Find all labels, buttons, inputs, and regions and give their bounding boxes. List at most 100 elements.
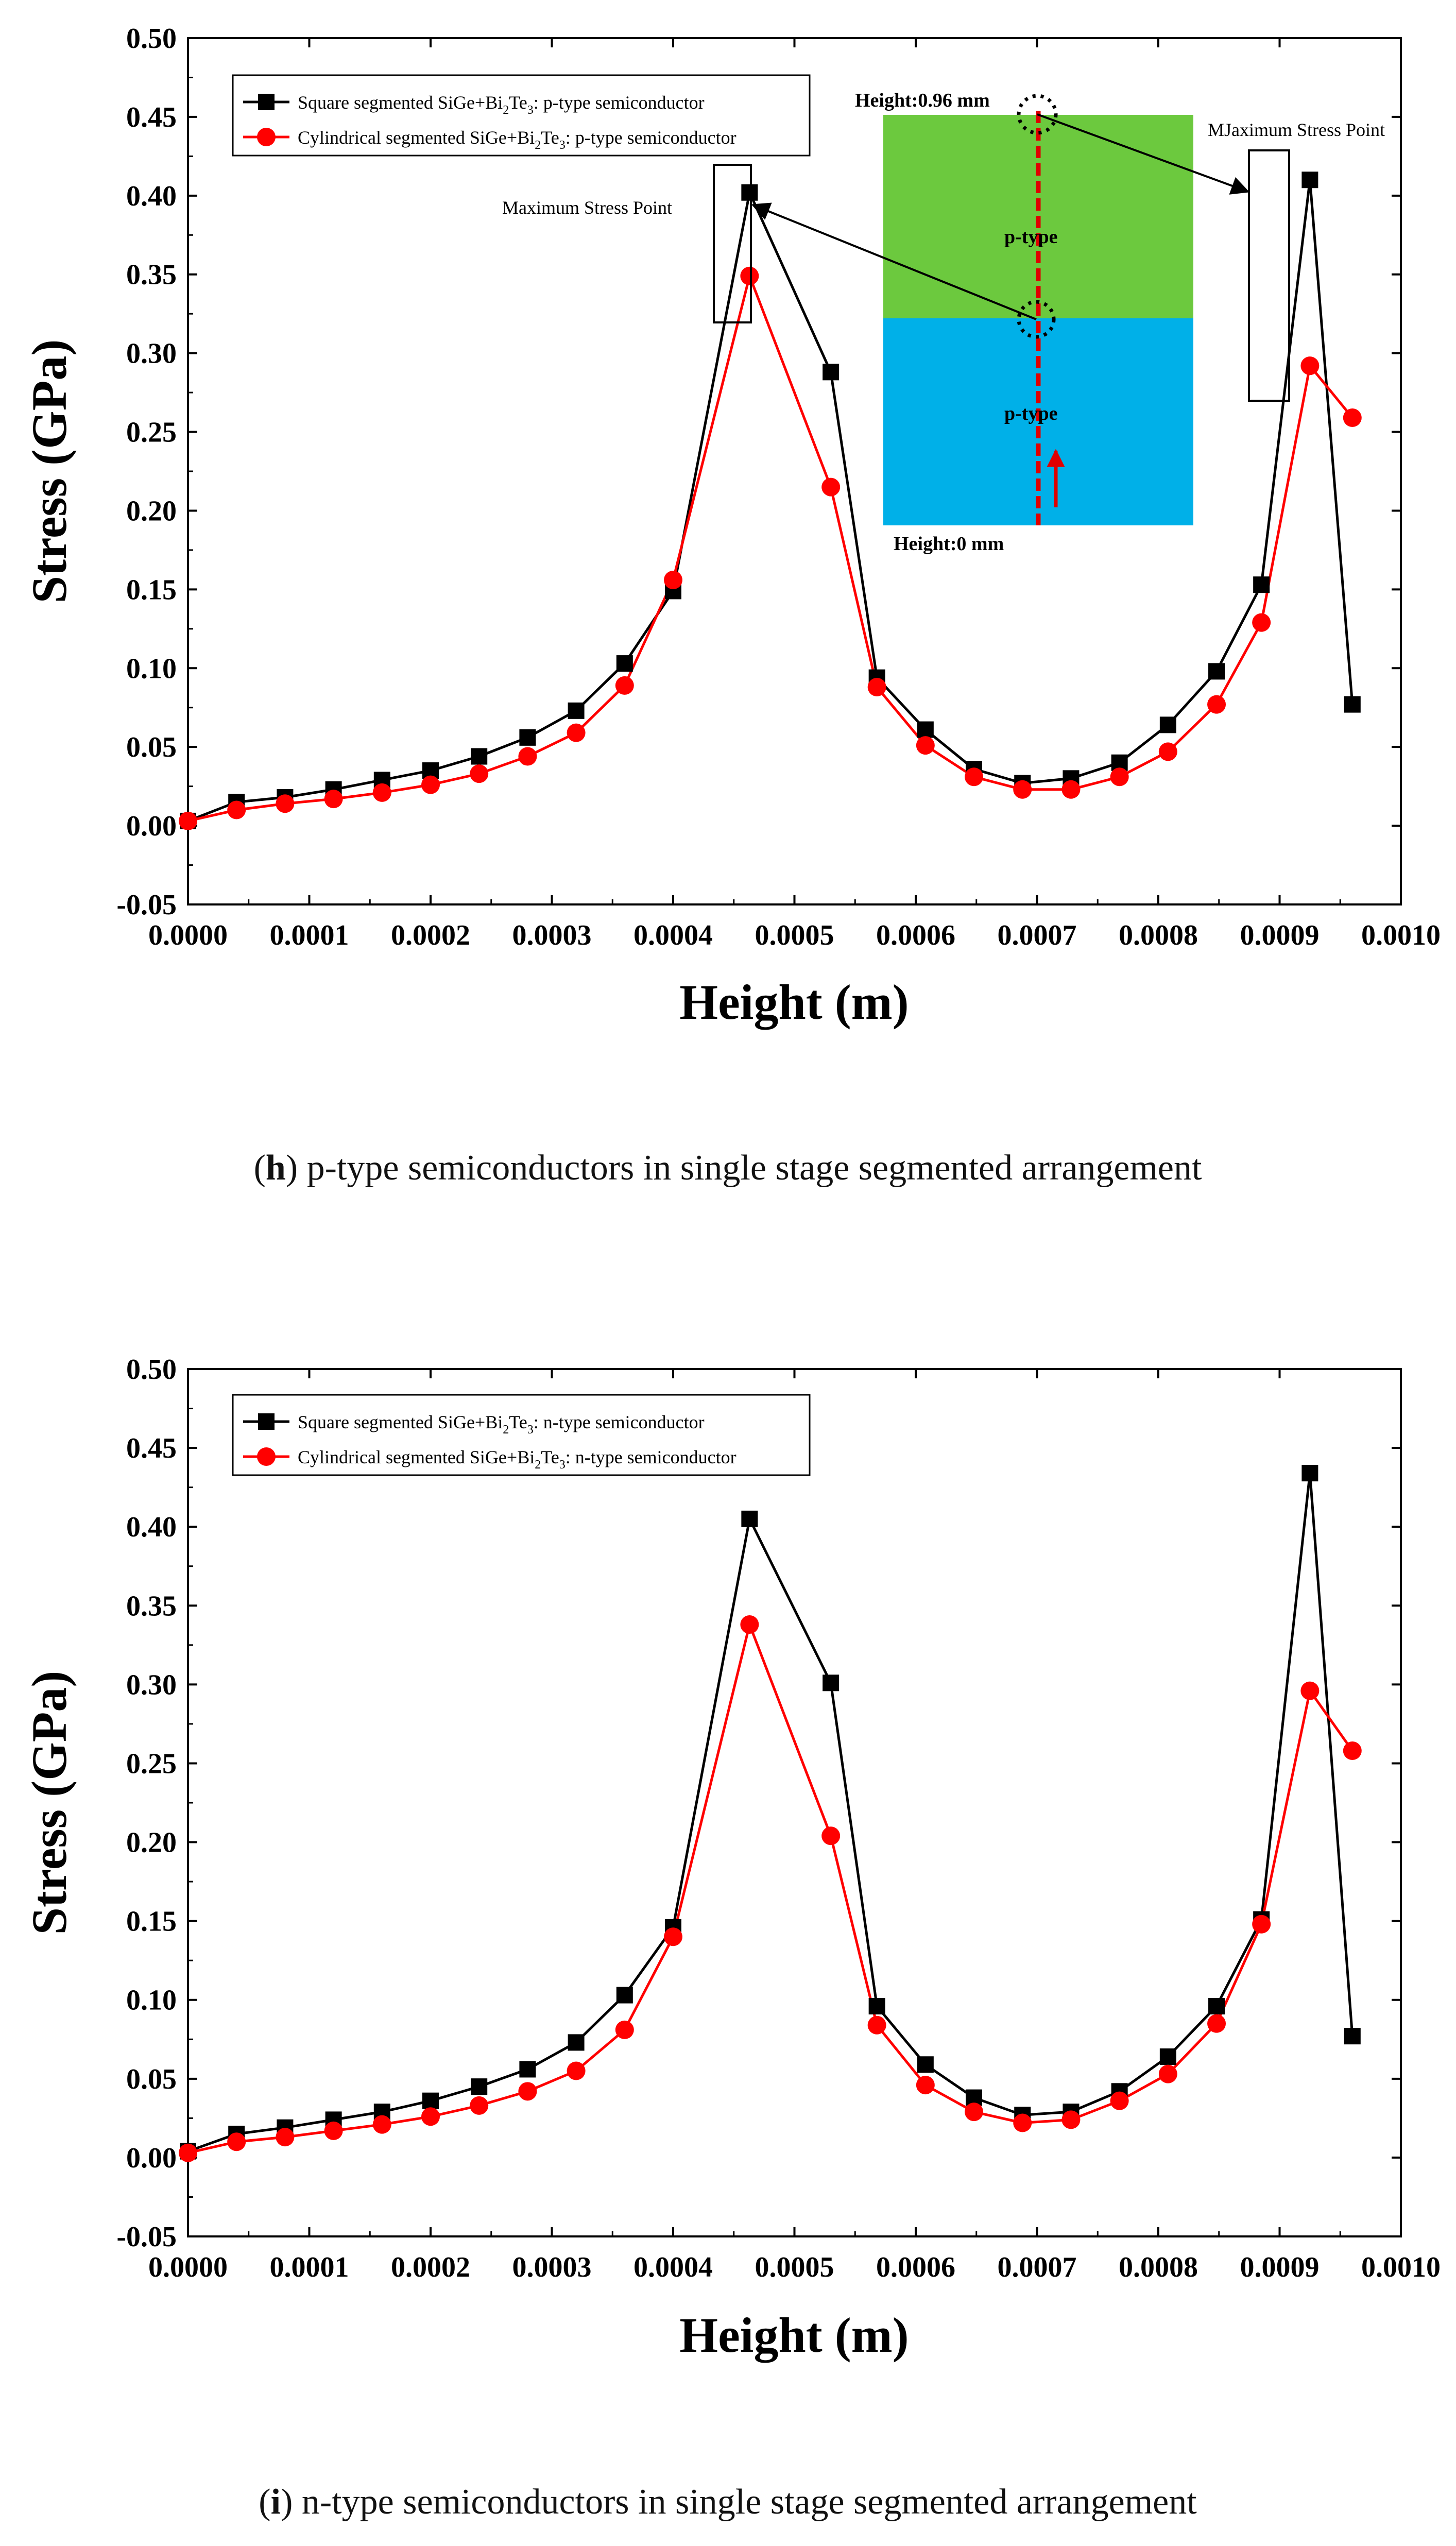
x-tick-label: 0.0010 [1361,919,1441,951]
series-line-1 [187,1623,1354,2155]
y-axis-title: Stress (GPa) [22,1671,77,1935]
data-point-square [741,184,758,201]
data-point-circle [821,477,841,497]
annotation-arrow-right [1037,113,1250,195]
legend-box [232,1394,811,1476]
y-tick-label: 0.10 [126,653,177,685]
x-tick-label: 0.0008 [1119,2251,1198,2283]
x-tick-group: 0.0000 0.0001 0.0002 0.0003 0.0004 0.0005 0.00… [148,1369,1441,2283]
max-stress-label-left: Maximum Stress Point [502,197,672,218]
data-point-circle [324,790,343,809]
data-point-circle [518,747,537,766]
data-point-circle [1300,356,1320,375]
caption-h: (h) p-type semiconductors in single stag… [254,1148,1202,1188]
series-line-group [187,1472,1354,2155]
data-point-circle [916,2076,935,2095]
x-tick-label: 0.0005 [755,919,834,951]
inset-height-bottom-label: Height:0 mm [894,533,1004,555]
x-tick-label: 0.0000 [148,919,228,951]
y-tick-label: 0.05 [126,2063,177,2095]
y-tick-label: 0.20 [126,1827,177,1859]
y-tick-label: 0.00 [126,810,177,842]
data-point-square [1301,1465,1318,1482]
legend-label-circle: Cylindrical segmented SiGe+Bi2Te3: n-typ… [298,1447,736,1472]
data-point-circle [1061,2110,1081,2129]
x-tick-label: 0.0004 [633,2251,713,2283]
x-tick-label: 0.0008 [1119,919,1198,951]
data-point-square [741,1510,758,1527]
y-tick-group: -0.05 0.00 0.05 0.10 0.15 0.20 0.25 0.30 0.35 0.4… [116,1354,1401,2253]
y-tick-label: 0.00 [126,2142,177,2174]
data-point-circle [1013,780,1032,799]
data-point-circle [1343,1741,1362,1760]
data-point-circle [1110,2091,1129,2110]
data-point-circle [372,783,391,802]
y-tick-label: 0.40 [126,180,177,212]
data-point-circle [1252,1915,1271,1934]
data-point-square [1208,1997,1225,2014]
data-point-circle [821,1826,841,1846]
series-marker-group [179,172,1362,830]
data-point-circle [227,800,246,819]
data-point-circle [1252,613,1271,632]
x-tick-label: 0.0003 [512,2251,592,2283]
annotation-arrow-left [751,202,1037,320]
y-tick-label: 0.45 [126,101,177,133]
data-point-square [519,729,536,746]
series-marker-group [179,1465,1362,2162]
data-point-square [1159,2048,1176,2065]
data-point-square [568,702,585,719]
data-point-square [1344,2028,1361,2045]
data-point-circle [916,736,935,755]
data-point-circle [276,794,295,813]
series-line-0 [187,1472,1354,2153]
data-point-square [471,748,488,765]
data-point-circle [664,571,682,590]
data-point-square [616,1987,633,2004]
data-point-square [917,721,934,738]
legend-marker-circle [257,1447,276,1466]
data-point-circle [615,676,634,695]
plot-frame [187,37,1402,905]
x-tick-label: 0.0006 [876,919,955,951]
data-point-circle [740,266,759,285]
legend-label-square: Square segmented SiGe+Bi2Te3: n-type sem… [298,1412,705,1437]
y-tick-label: 0.25 [126,1748,177,1780]
x-tick-label: 0.0007 [998,919,1077,951]
data-point-circle [372,2115,391,2134]
y-tick-label: 0.40 [126,1511,177,1543]
x-tick-label: 0.0009 [1240,919,1320,951]
max-stress-box-right [1248,149,1290,402]
caption-i: (i) n-type semiconductors in single stag… [259,2482,1197,2522]
y-tick-label: 0.35 [126,1590,177,1622]
y-tick-label: 0.10 [126,1985,177,2017]
inset-diagram: p-type p-type Height:0.96 mm Height:0 mm [855,90,1193,555]
data-point-circle [965,767,984,787]
data-point-square [868,1997,885,2014]
data-point-circle [227,2132,246,2151]
legend-marker-square [258,94,275,110]
inset-label-bottom-segment: p-type [1004,403,1057,424]
inset-top-point-marker [1017,94,1058,135]
data-point-circle [1013,2113,1032,2132]
legend-label-circle: Cylindrical segmented SiGe+Bi2Te3: p-typ… [298,127,736,152]
y-tick-label: -0.05 [116,889,177,921]
data-point-circle [276,2128,295,2147]
y-tick-label: 0.25 [126,417,177,449]
legend-marker-circle [257,128,276,146]
data-point-square [1208,663,1225,680]
x-tick-label: 0.0010 [1361,2251,1441,2283]
x-tick-group: 0.0000 0.0001 0.0002 0.0003 0.0004 0.0005 0.00… [148,38,1441,951]
data-point-circle [567,2061,586,2080]
data-point-circle [1343,408,1362,428]
data-point-circle [867,677,886,696]
x-tick-label: 0.0006 [876,2251,955,2283]
data-point-circle [179,811,197,830]
data-point-circle [1207,695,1226,714]
x-tick-label: 0.0004 [633,919,713,951]
data-point-square [1301,172,1318,189]
data-point-square [1344,696,1361,713]
y-tick-label: 0.05 [126,731,177,763]
x-tick-label: 0.0005 [755,2251,834,2283]
